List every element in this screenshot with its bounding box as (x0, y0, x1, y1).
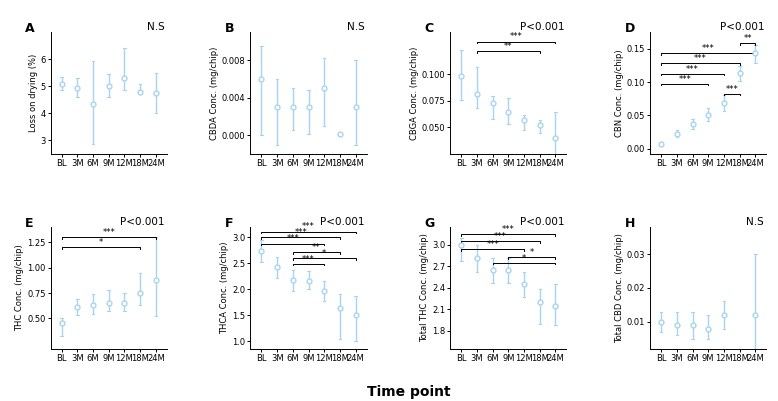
Y-axis label: Total THC Conc. (mg/chip): Total THC Conc. (mg/chip) (420, 233, 429, 342)
Text: N.S: N.S (746, 217, 764, 227)
Y-axis label: THC Conc. (mg/chip): THC Conc. (mg/chip) (16, 245, 24, 331)
Text: E: E (25, 217, 33, 230)
Text: **: ** (312, 243, 321, 252)
Text: N.S: N.S (147, 22, 164, 32)
Text: *: * (99, 238, 103, 247)
Text: ***: *** (510, 32, 523, 41)
Text: A: A (25, 22, 35, 35)
Y-axis label: CBDA Conc. (mg/chip): CBDA Conc. (mg/chip) (210, 46, 219, 140)
Text: ***: *** (725, 85, 738, 94)
Text: *: * (322, 249, 326, 258)
Text: ***: *** (302, 255, 315, 263)
Text: C: C (425, 22, 434, 35)
Text: ***: *** (502, 225, 515, 234)
Text: ***: *** (302, 223, 315, 231)
Text: ***: *** (286, 234, 300, 243)
Y-axis label: CBN Conc. (mg/chip): CBN Conc. (mg/chip) (615, 49, 624, 137)
Text: **: ** (504, 42, 513, 51)
Text: *: * (530, 248, 534, 257)
Text: ***: *** (486, 240, 499, 249)
Text: ***: *** (686, 65, 699, 74)
Text: ***: *** (102, 228, 115, 237)
Text: D: D (625, 22, 635, 35)
Text: **: ** (743, 34, 752, 43)
Y-axis label: CBGA Conc. (mg/chip): CBGA Conc. (mg/chip) (410, 46, 419, 140)
Text: *: * (522, 253, 526, 263)
Text: ***: *** (694, 54, 706, 63)
Text: H: H (625, 217, 635, 230)
Text: P<0.001: P<0.001 (520, 22, 564, 32)
Text: ***: *** (294, 228, 307, 237)
Text: P<0.001: P<0.001 (120, 217, 164, 227)
Text: Time point: Time point (366, 385, 450, 399)
Y-axis label: Total CBD Conc. (mg/chip): Total CBD Conc. (mg/chip) (615, 233, 624, 343)
Text: P<0.001: P<0.001 (320, 217, 364, 227)
Text: F: F (225, 217, 233, 230)
Text: P<0.001: P<0.001 (520, 217, 564, 227)
Y-axis label: Loss on drying (%): Loss on drying (%) (29, 54, 37, 132)
Text: G: G (425, 217, 435, 230)
Text: ***: *** (494, 232, 507, 241)
Text: P<0.001: P<0.001 (720, 22, 764, 32)
Text: ***: *** (702, 44, 715, 53)
Text: N.S: N.S (346, 22, 364, 32)
Text: B: B (225, 22, 234, 35)
Y-axis label: THCA Conc. (mg/chip): THCA Conc. (mg/chip) (220, 242, 230, 334)
Text: ***: *** (678, 75, 691, 84)
